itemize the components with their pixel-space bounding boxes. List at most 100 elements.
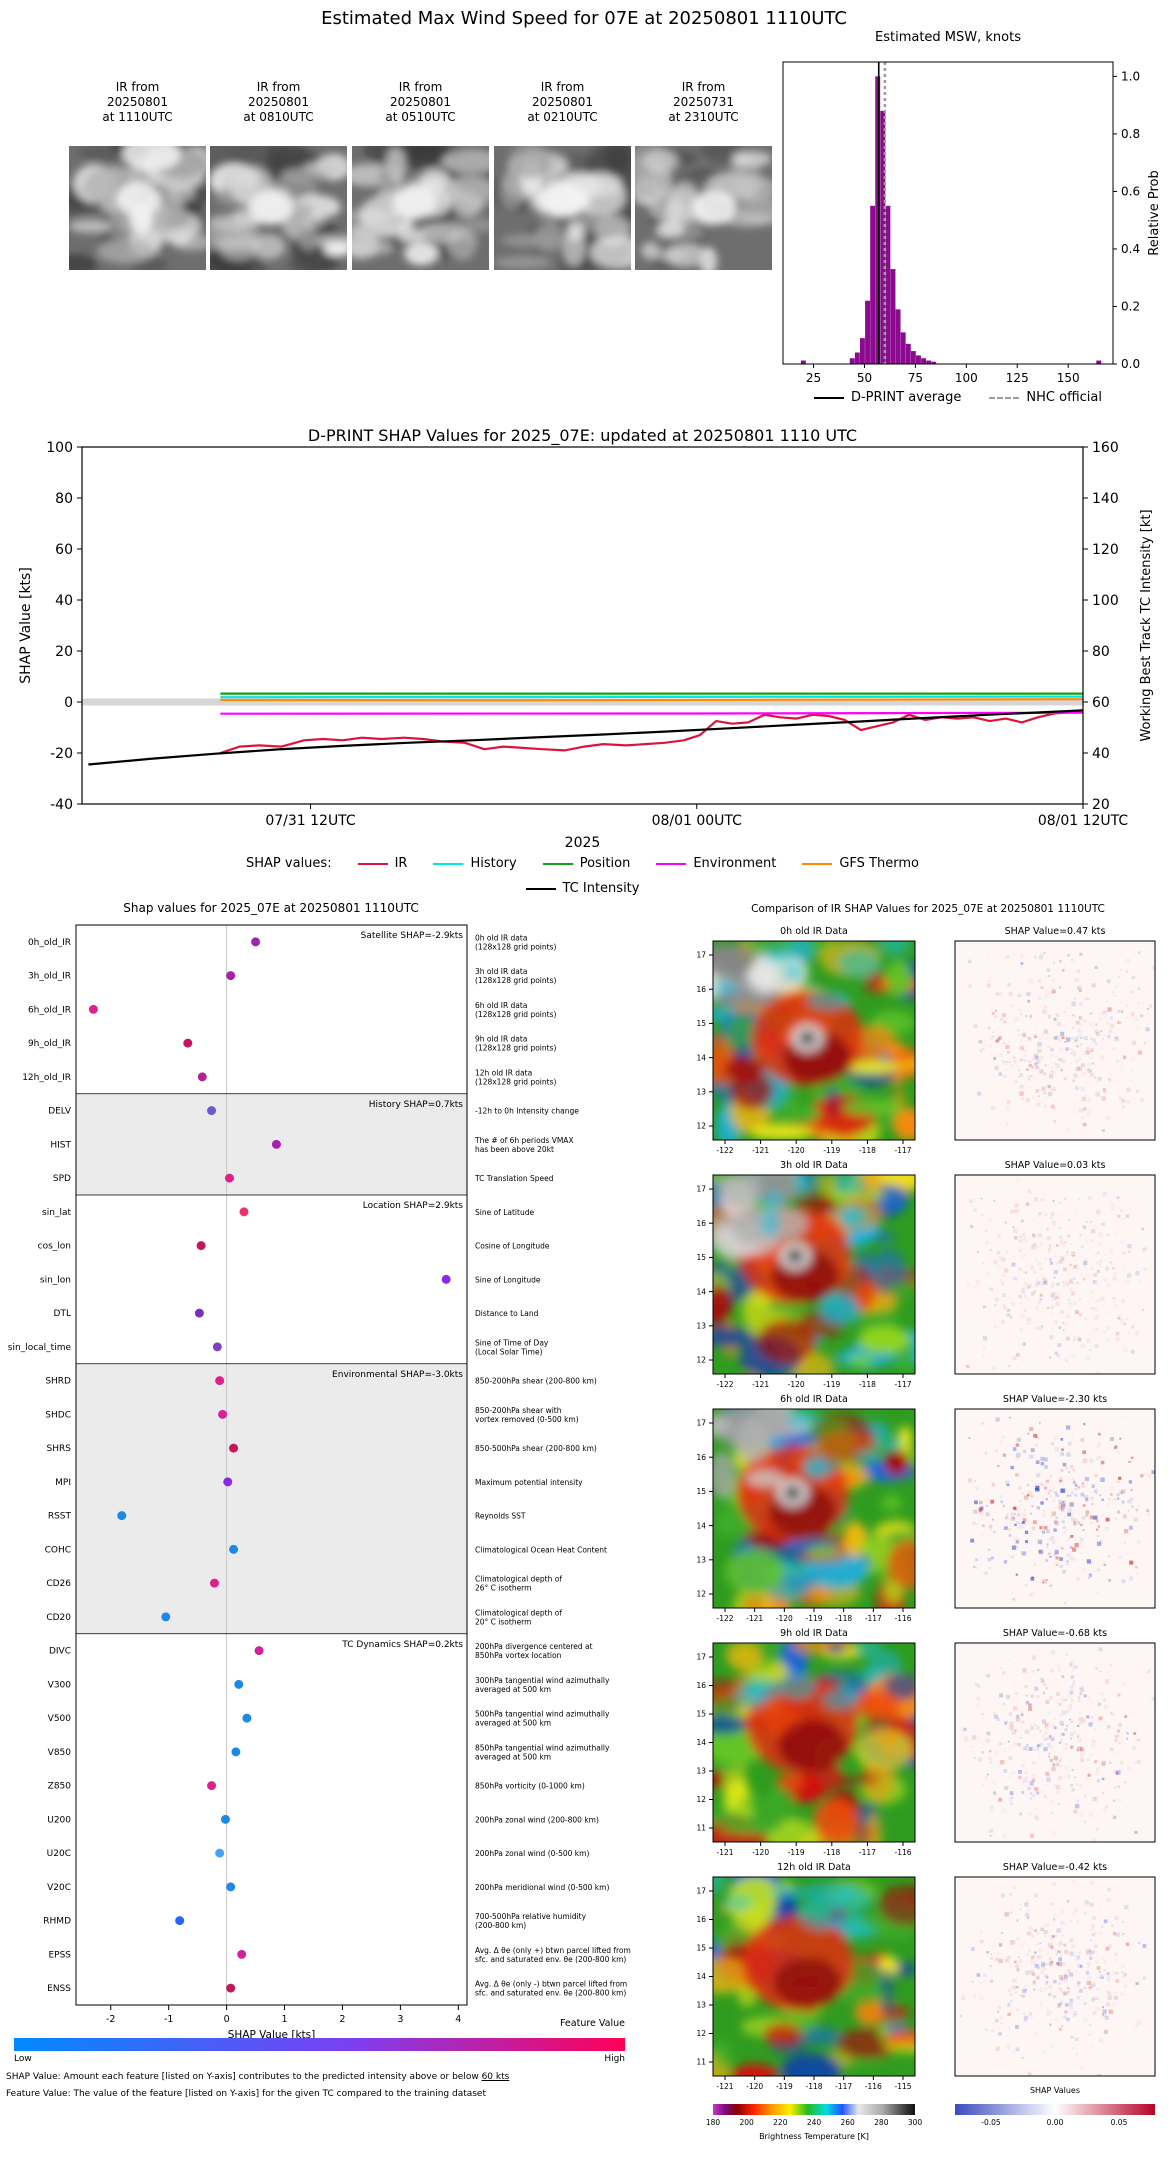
shap-speckle [1029,1796,1033,1800]
shap-speckle [968,959,972,964]
feature-name-label: CD26 [46,1579,71,1589]
shap-speckle [1056,1326,1060,1330]
shap-speckle [1073,1518,1078,1523]
shap-dot [220,1814,230,1824]
shap-speckle [1059,1048,1063,1052]
shap-speckle [1066,1987,1071,1992]
shap-speckle [1113,984,1118,989]
shap-speckle [1075,1783,1079,1787]
shap-speckle [1010,1512,1014,1516]
shap-speckle [1006,1050,1010,1054]
shap-speckle [1102,1792,1104,1794]
shap-speckle [977,1091,982,1096]
shap-colorbar-tick: -0.05 [981,2118,1001,2127]
chart-shape [955,1409,1155,1608]
chart-shape [955,941,1155,1140]
shap-speckle [1026,1694,1028,1697]
shap-speckle [1052,1107,1057,1111]
shap-speckle [1106,1976,1111,1980]
shap-speckle [1108,1945,1112,1949]
shap-speckle [1051,1296,1056,1301]
shap-speckle [1101,1047,1103,1050]
shap-speckle [1026,992,1031,997]
brightness-temp-colorbar-ticks: 180 200 220 240 260 280 300 [706,2118,922,2130]
shap-speckle [1031,1066,1034,1069]
shap-speckle [1015,1443,1019,1447]
shap-speckle [992,1031,995,1034]
shap-speckle [1074,1286,1077,1289]
shap-speckle [1096,1314,1100,1318]
shap-speckle [1130,1079,1134,1082]
shap-speckle [1069,1898,1072,1901]
shap-speckle [1080,1037,1083,1040]
shap-speckle [1127,1244,1132,1249]
shap-speckle [1005,1250,1008,1253]
lat-tick-label: 14 [696,1287,706,1296]
y-tick-label: 0.8 [1121,127,1140,141]
shap-speckle [1051,1306,1054,1309]
shap-speckle [1107,1034,1111,1039]
shap-speckle [1050,1070,1054,1073]
shap-speckle [1102,1089,1107,1094]
shap-speckle [1034,1893,1039,1898]
shap-speckle [1010,1209,1015,1214]
shap-speckle [1079,1537,1082,1540]
shap-speckle [1024,2019,1027,2022]
shap-speckle [1111,1924,1114,1927]
shap-speckle [1093,1307,1097,1311]
shap-speckle [1068,2002,1073,2007]
chart-shape [494,256,553,269]
ir-data-map [713,1877,915,2076]
shap-speckle [1129,1560,1134,1565]
shap-speckle [1052,1994,1057,1999]
shap-speckle [1121,1241,1125,1245]
shap-speckle [1089,1588,1092,1591]
lon-tick-label: -120 [788,1380,805,1389]
shap-speckle [1062,1036,1065,1040]
shap-speckle [1009,2010,1012,2013]
legend-item: GFS Thermo [802,856,919,871]
lon-tick-label: -119 [776,2082,793,2091]
shap-speckle [1122,1270,1124,1272]
shap-speckle [1145,1027,1150,1032]
shap-speckle [1069,1288,1073,1293]
shap-speckle [1026,1670,1028,1672]
shap-speckle [1029,1260,1031,1262]
shap-speckle [1062,1927,1064,1929]
shap-speckle [1137,1027,1140,1030]
feature-description: Sine of Latitude [475,1208,534,1217]
shap-speckle [1091,1267,1094,1270]
shap-speckle [1053,1121,1057,1124]
shap-speckle [1108,1029,1113,1034]
shap-speckle [1086,2017,1089,2021]
shap-speckle [1079,1234,1082,1237]
chart-shape [441,175,489,204]
shap-speckle [1003,1304,1006,1307]
shap-speckle [1123,1266,1126,1269]
shap-dot [196,1241,206,1251]
chart-shape [878,941,911,955]
shap-speckle [1044,1987,1048,1991]
feature-name-label: 0h_old_IR [28,938,71,948]
shap-speckle [1032,1233,1035,1237]
chart-shape [724,1056,765,1083]
shap-speckle [1005,1958,1009,1963]
feature-description: Climatological depth of [475,1575,562,1584]
shap-speckle [1079,1746,1083,1749]
shap-speckle [1021,1994,1025,1998]
shap-speckle [1048,1964,1052,1968]
shap-speckle [1025,1540,1029,1544]
shap-speckle [1024,1509,1027,1512]
shap-speckle [1131,1325,1135,1329]
shap-speckle [1045,1727,1049,1731]
shap-speckle [1075,1264,1078,1266]
shap-speckle [1110,1712,1113,1715]
shap-speckle [979,1506,984,1511]
shap-speckle [1065,1336,1070,1341]
chart-shape [881,1494,902,1512]
shap-speckle [1110,1202,1114,1206]
shap-speckle [1047,1710,1051,1714]
shap-speckle [1099,1296,1104,1301]
shap-speckle [1042,1009,1047,1015]
shap-speckle [1130,1349,1135,1354]
